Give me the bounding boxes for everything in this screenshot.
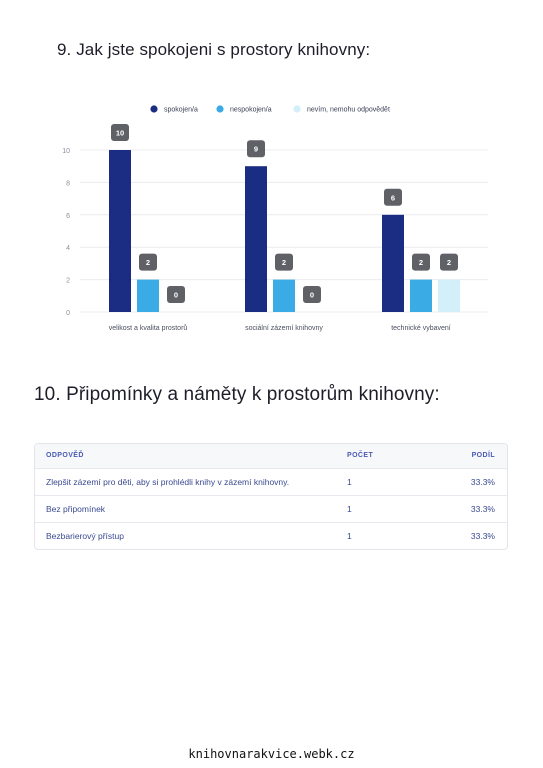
data-label-badge: [440, 253, 458, 271]
bar: [245, 166, 267, 312]
data-label: 0: [174, 291, 178, 300]
share-cell: 33.3%: [435, 467, 507, 495]
chart-x-labels: velikost a kvalita prostorů sociální záze…: [109, 324, 451, 332]
y-tick-label: 8: [66, 180, 70, 187]
data-label-badge: [384, 188, 402, 206]
data-label-badge: [167, 286, 185, 303]
answer-cell: Bez připomínek: [35, 494, 347, 522]
data-label: 9: [254, 145, 258, 154]
answers-table-container: ODPOVĚĎ POČET PODÍL Zlepšit zázemí pro d…: [34, 443, 508, 550]
table-header-row: ODPOVĚĎ POČET PODÍL: [35, 444, 507, 468]
answers-table: ODPOVĚĎ POČET PODÍL Zlepšit zázemí pro d…: [35, 444, 507, 549]
table-row: Zlepšit zázemí pro děti, aby si prohlédl…: [35, 467, 507, 495]
count-cell: 1: [347, 467, 435, 495]
answer-cell: Bezbarierový přístup: [35, 521, 347, 549]
data-label-badge: [275, 253, 293, 271]
data-label: 2: [146, 258, 150, 267]
data-label: 0: [310, 291, 314, 300]
count-cell: 1: [347, 521, 435, 549]
share-cell: 33.3%: [435, 494, 507, 522]
table-row: Bez připomínek 1 33.3%: [35, 494, 507, 522]
answer-cell: Zlepšit zázemí pro děti, aby si prohlédl…: [35, 467, 347, 495]
column-header-count: POČET: [347, 452, 374, 460]
bar: [438, 279, 460, 312]
legend-swatch: [216, 105, 224, 113]
table-row: Bezbarierový přístup 1 33.3%: [35, 521, 507, 549]
legend-swatch: [293, 105, 301, 113]
bar-chart: spokojen/a nespokojen/a nevím, nemohu odpo…: [62, 105, 488, 332]
y-tick-label: 0: [66, 310, 70, 317]
data-label: 10: [116, 129, 124, 138]
data-label: 2: [282, 258, 286, 267]
data-label: 2: [419, 258, 423, 267]
question-10-title: 10. Připomínky a náměty k prostorům knih…: [34, 384, 440, 405]
bar: [137, 279, 159, 312]
x-tick-label: technické vybavení: [391, 325, 451, 332]
y-tick-label: 10: [62, 148, 70, 155]
bar: [273, 279, 295, 312]
data-label: 2: [447, 258, 451, 267]
legend-label: nespokojen/a: [230, 107, 272, 114]
data-label-badge: [139, 253, 157, 271]
question-9-title: 9. Jak jste spokojeni s prostory knihovn…: [57, 40, 371, 59]
legend-label: spokojen/a: [164, 107, 198, 114]
column-header-share: PODÍL: [471, 452, 495, 460]
column-header-answer: ODPOVĚĎ: [46, 452, 84, 460]
footer-site-url: knihovnarakvice.webk.cz: [188, 747, 355, 761]
legend-label: nevím, nemohu odpovědět: [307, 107, 390, 114]
data-label-badge: [303, 286, 321, 303]
data-label: 6: [391, 193, 395, 202]
share-cell: 33.3%: [435, 521, 507, 549]
data-label-badge: [247, 140, 265, 158]
bar: [109, 150, 131, 312]
y-tick-label: 6: [66, 213, 70, 220]
legend-swatch: [150, 105, 158, 113]
y-tick-label: 4: [66, 245, 70, 252]
y-tick-label: 2: [66, 278, 70, 285]
data-label-badge: [111, 124, 129, 141]
chart-bars: 10 2 0 9 2 0 6 2 2: [109, 124, 460, 312]
x-tick-label: sociální zázemí knihovny: [245, 325, 323, 332]
bar: [382, 214, 404, 312]
bar: [410, 279, 432, 312]
data-label-badge: [412, 253, 430, 271]
x-tick-label: velikost a kvalita prostorů: [109, 324, 188, 332]
count-cell: 1: [347, 494, 435, 522]
chart-legend: spokojen/a nespokojen/a nevím, nemohu odpo…: [150, 105, 390, 114]
